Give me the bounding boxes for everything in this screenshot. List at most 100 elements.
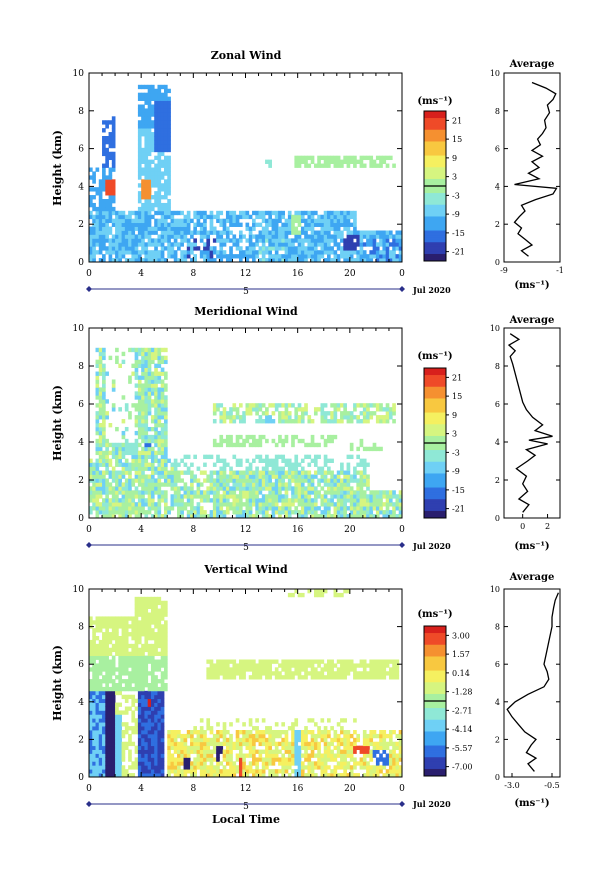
heatmap-cell	[274, 753, 279, 758]
heatmap-cell	[134, 238, 139, 243]
heatmap-cell	[252, 498, 256, 503]
heatmap-cell	[167, 242, 171, 247]
heatmap-cell	[196, 749, 201, 754]
heatmap-cell	[238, 210, 243, 216]
heatmap-cell	[369, 415, 374, 420]
heatmap-cell	[180, 234, 184, 239]
heatmap-cell	[229, 478, 233, 483]
heatmap-cell	[362, 419, 367, 424]
heatmap-cell	[336, 506, 341, 511]
heatmap-cell	[284, 486, 289, 491]
heatmap-cell	[199, 757, 204, 762]
heatmap-cell	[144, 171, 149, 176]
heatmap-cell	[349, 486, 354, 491]
heatmap-cell	[144, 143, 149, 149]
heatmap-cell	[160, 96, 165, 101]
heatmap-cell	[304, 238, 308, 243]
heatmap-cell	[287, 242, 292, 247]
heatmap-cell	[154, 718, 158, 723]
heatmap-cell	[95, 757, 100, 762]
heatmap-cell	[160, 636, 165, 641]
heatmap-cell	[320, 250, 325, 255]
heatmap-cell	[141, 632, 145, 637]
heatmap-cell	[369, 230, 374, 235]
heatmap-cell	[118, 506, 122, 511]
profile-y-tick-label: 10	[490, 69, 500, 78]
heatmap-cell	[105, 147, 109, 153]
heatmap-cell	[144, 403, 149, 408]
heatmap-cell	[102, 733, 106, 739]
heatmap-cell	[245, 458, 250, 463]
heatmap-cell	[216, 214, 220, 220]
heatmap-cell	[147, 710, 152, 715]
heatmap-cell	[137, 234, 142, 239]
heatmap-cell	[157, 206, 162, 212]
heatmap-cell	[265, 753, 269, 758]
heatmap-cell	[95, 765, 100, 770]
heatmap-cell	[95, 726, 100, 731]
heatmap-cell	[392, 510, 396, 515]
heatmap-cell	[359, 254, 364, 259]
heatmap-cell	[160, 514, 165, 519]
heatmap-cell	[291, 502, 295, 507]
heatmap-cell	[356, 454, 361, 460]
heatmap-cell	[102, 616, 106, 621]
heatmap-cell	[212, 482, 217, 487]
heatmap-cell	[121, 722, 126, 727]
heatmap-cell	[304, 498, 308, 503]
day-bar-end	[86, 286, 92, 292]
heatmap-cell	[183, 254, 188, 259]
heatmap-cell	[245, 407, 250, 412]
heatmap-cell	[131, 250, 136, 255]
heatmap-cell	[167, 761, 171, 766]
heatmap-cell	[102, 718, 106, 723]
heatmap-cell	[248, 510, 253, 515]
heatmap-cell	[137, 498, 142, 503]
heatmap-cell	[177, 494, 181, 499]
heatmap-cell	[196, 490, 201, 495]
heatmap-cell	[92, 498, 96, 503]
heatmap-cell	[170, 753, 175, 758]
heatmap-cell	[398, 510, 403, 515]
heatmap-cell	[137, 647, 142, 653]
heatmap-cell	[160, 132, 165, 137]
heatmap-cell	[281, 470, 286, 475]
heatmap-cell	[398, 242, 403, 247]
heatmap-cell	[300, 458, 305, 463]
heatmap-cell	[131, 458, 136, 463]
heatmap-cell	[225, 737, 230, 743]
heatmap-cell	[98, 741, 103, 747]
heatmap-cell	[180, 737, 184, 743]
heatmap-cell	[206, 454, 211, 460]
heatmap-cell	[111, 745, 116, 750]
heatmap-cell	[160, 258, 165, 263]
heatmap-cell	[199, 733, 204, 739]
heatmap-cell	[206, 490, 211, 495]
heatmap-cell	[98, 187, 103, 192]
heatmap-cell	[203, 733, 207, 739]
heatmap-cell	[252, 733, 256, 739]
heatmap-cell	[193, 242, 197, 247]
heatmap-cell	[219, 442, 224, 448]
heatmap-cell	[163, 218, 168, 224]
heatmap-cell	[278, 498, 282, 503]
heatmap-cell	[349, 494, 354, 499]
heatmap-cell	[287, 222, 292, 227]
heatmap-cell	[372, 234, 377, 239]
heatmap-cell	[154, 383, 158, 388]
heatmap-cell	[388, 250, 393, 255]
heatmap-cell	[186, 214, 191, 220]
heatmap-cell	[343, 415, 347, 420]
heatmap-cell	[163, 442, 168, 448]
heatmap-cell	[118, 690, 122, 696]
heatmap-cell	[313, 222, 318, 227]
heatmap-cell	[225, 510, 230, 515]
heatmap-cell	[313, 234, 318, 239]
heatmap-cell	[141, 426, 145, 432]
heatmap-cell	[281, 210, 286, 216]
heatmap-cell	[131, 450, 136, 456]
colorbar-segment	[424, 487, 446, 491]
heatmap-cell	[147, 175, 152, 180]
heatmap-cell	[297, 498, 302, 503]
